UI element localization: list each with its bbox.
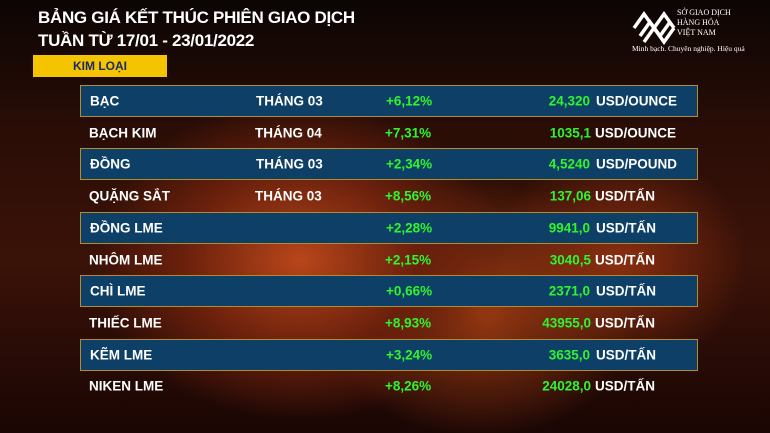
price-unit: USD/TẤN xyxy=(595,252,655,267)
commodity-name: NIKEN LME xyxy=(89,378,164,394)
price-value: 3040,5 xyxy=(549,252,591,267)
table-row: NHÔM LME +2,15% 3040,5 USD/TẤN xyxy=(80,244,698,276)
commodity-name: QUẶNG SẮT xyxy=(89,188,170,204)
slogan: Minh bạch. Chuyên nghiệp. Hiệu quả xyxy=(632,44,745,53)
price-change: +3,24% xyxy=(386,347,433,363)
table-row: THIẾC LME +8,93% 43955,0 USD/TẤN xyxy=(80,307,698,339)
price-change: +2,15% xyxy=(385,252,432,267)
price-value: 24,320 xyxy=(548,93,590,109)
table-row: BẠC THÁNG 03 +6,12% 24,320 USD/OUNCE xyxy=(80,85,698,117)
commodity-name: KẼM LME xyxy=(90,347,153,363)
price-value: 1035,1 xyxy=(549,125,591,141)
page-title: BẢNG GIÁ KẾT THÚC PHIÊN GIAO DỊCH xyxy=(38,8,355,27)
commodity-name: THIẾC LME xyxy=(89,315,162,331)
logo-line-2: HÀNG HÓA xyxy=(677,18,720,27)
price-value: 9941,0 xyxy=(548,220,590,236)
page-subtitle: TUẦN TỪ 17/01 - 23/01/2022 xyxy=(38,31,255,50)
commodity-name: CHÌ LME xyxy=(90,283,146,299)
price-unit: USD/OUNCE xyxy=(595,125,677,141)
price-change: +2,34% xyxy=(386,156,433,172)
contract-month: THÁNG 03 xyxy=(255,188,322,204)
price-unit: USD/OUNCE xyxy=(596,93,678,109)
exchange-name: SỞ GIAO DỊCH HÀNG HÓA VIỆT NAM xyxy=(677,8,731,38)
table-row: BẠCH KIM THÁNG 04 +7,31% 1035,1 USD/OUNCE xyxy=(80,117,698,149)
price-unit: USD/TẤN xyxy=(595,315,655,331)
commodity-name: BẠC xyxy=(90,93,120,109)
price-change: +8,93% xyxy=(385,315,432,331)
table-row: CHÌ LME +0,66% 2371,0 USD/TẤN xyxy=(80,275,698,308)
category-badge: KIM LOẠI xyxy=(33,55,167,77)
price-change: +8,26% xyxy=(385,378,432,394)
table-row: KẼM LME +3,24% 3635,0 USD/TẤN xyxy=(80,338,698,371)
table-row: NIKEN LME +8,26% 24028,0 USD/TẤN xyxy=(80,370,698,402)
exchange-logo-icon xyxy=(632,10,676,46)
price-unit: USD/POUND xyxy=(596,156,678,172)
contract-month: THÁNG 03 xyxy=(256,156,323,172)
price-unit: USD/TẤN xyxy=(596,220,656,236)
price-change: +6,12% xyxy=(386,93,433,109)
price-change: +7,31% xyxy=(385,125,432,141)
commodity-name: ĐỒNG xyxy=(90,156,131,172)
price-value: 137,06 xyxy=(549,188,591,204)
price-change: +2,28% xyxy=(386,220,433,236)
commodity-name: ĐỒNG LME xyxy=(90,220,163,236)
contract-month: THÁNG 03 xyxy=(256,93,323,109)
logo-line-3: VIỆT NAM xyxy=(677,28,716,37)
contract-month: THÁNG 04 xyxy=(255,125,322,141)
commodity-name: BẠCH KIM xyxy=(89,125,157,141)
price-change: +0,66% xyxy=(386,283,433,299)
table-row: ĐỒNG LME +2,28% 9941,0 USD/TẤN xyxy=(80,211,698,244)
price-unit: USD/TẤN xyxy=(596,283,656,299)
price-value: 24028,0 xyxy=(542,378,591,394)
table-row: QUẶNG SẮT THÁNG 03 +8,56% 137,06 USD/TẤN xyxy=(80,180,698,212)
logo-line-1: SỞ GIAO DỊCH xyxy=(677,8,731,17)
price-value: 43955,0 xyxy=(542,315,591,331)
price-change: +8,56% xyxy=(385,188,432,204)
commodity-name: NHÔM LME xyxy=(89,252,163,267)
price-unit: USD/TẤN xyxy=(595,188,655,204)
price-value: 3635,0 xyxy=(548,347,590,363)
price-value: 4,5240 xyxy=(548,156,590,172)
table-row: ĐỒNG THÁNG 03 +2,34% 4,5240 USD/POUND xyxy=(80,148,698,181)
price-unit: USD/TẤN xyxy=(595,378,655,394)
price-unit: USD/TẤN xyxy=(596,347,656,363)
price-value: 2371,0 xyxy=(548,283,590,299)
